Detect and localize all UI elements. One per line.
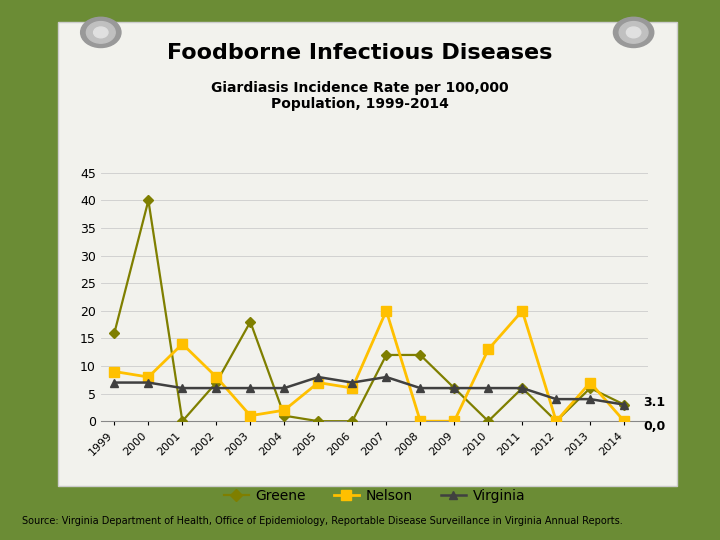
- Text: Foodborne Infectious Diseases: Foodborne Infectious Diseases: [167, 43, 553, 63]
- Text: 3.1: 3.1: [643, 396, 665, 409]
- Text: 0,0: 0,0: [643, 420, 665, 433]
- Text: Giardiasis Incidence Rate per 100,000
Population, 1999-2014: Giardiasis Incidence Rate per 100,000 Po…: [211, 81, 509, 111]
- Legend: Greene, Nelson, Virginia: Greene, Nelson, Virginia: [218, 483, 531, 509]
- Text: Source: Virginia Department of Health, Office of Epidemiology, Reportable Diseas: Source: Virginia Department of Health, O…: [22, 516, 622, 526]
